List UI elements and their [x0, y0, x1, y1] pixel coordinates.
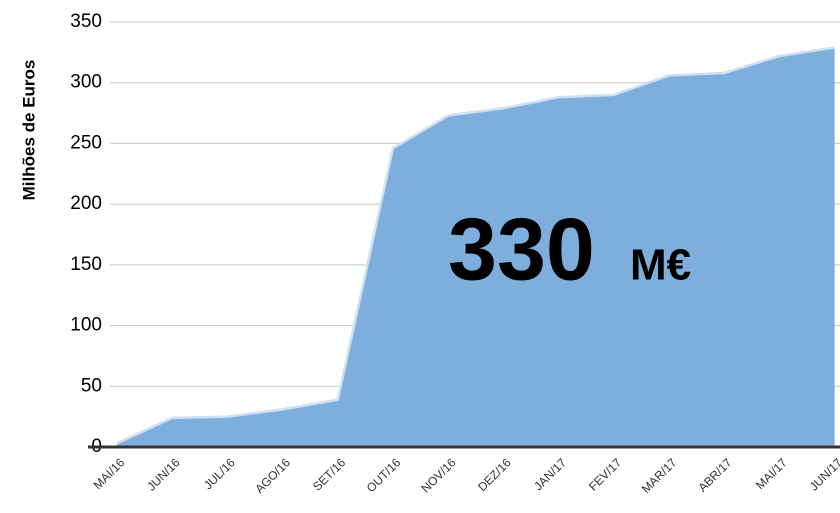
x-tick-label: MAI/17 [753, 455, 790, 492]
x-tick-label: MAR/17 [639, 455, 680, 496]
x-tick-label: JUN/16 [144, 455, 182, 493]
x-tick-label: ABR/17 [695, 455, 734, 494]
y-tick-label: 300 [70, 72, 102, 93]
x-tick-label: AGO/16 [252, 455, 293, 496]
y-tick-label: 150 [70, 254, 102, 275]
y-tick-label: 200 [70, 193, 102, 214]
x-tick-label: SET/16 [310, 455, 348, 493]
area [117, 47, 835, 447]
x-tick-label: NOV/16 [418, 455, 458, 495]
x-tick-label: JUL/16 [201, 455, 238, 492]
x-tick-label: FEV/17 [586, 455, 624, 493]
y-tick-label: 350 [70, 11, 102, 32]
x-tick-label: OUT/16 [364, 455, 404, 495]
annotation-unit: M€ [630, 241, 691, 290]
y-axis-label: Milhões de Euros [19, 60, 38, 201]
area-edge [116, 46, 835, 445]
x-tick-label: DEZ/16 [475, 455, 514, 494]
x-tick-label: JAN/17 [531, 455, 569, 493]
x-tick-label: MAI/16 [91, 455, 128, 492]
x-tick-label: JUN/17 [807, 455, 840, 493]
y-tick-label: 100 [70, 315, 102, 336]
annotation-value: 330 [448, 199, 595, 298]
y-tick-label: 50 [81, 375, 102, 396]
y-tick-label: 250 [70, 132, 102, 153]
